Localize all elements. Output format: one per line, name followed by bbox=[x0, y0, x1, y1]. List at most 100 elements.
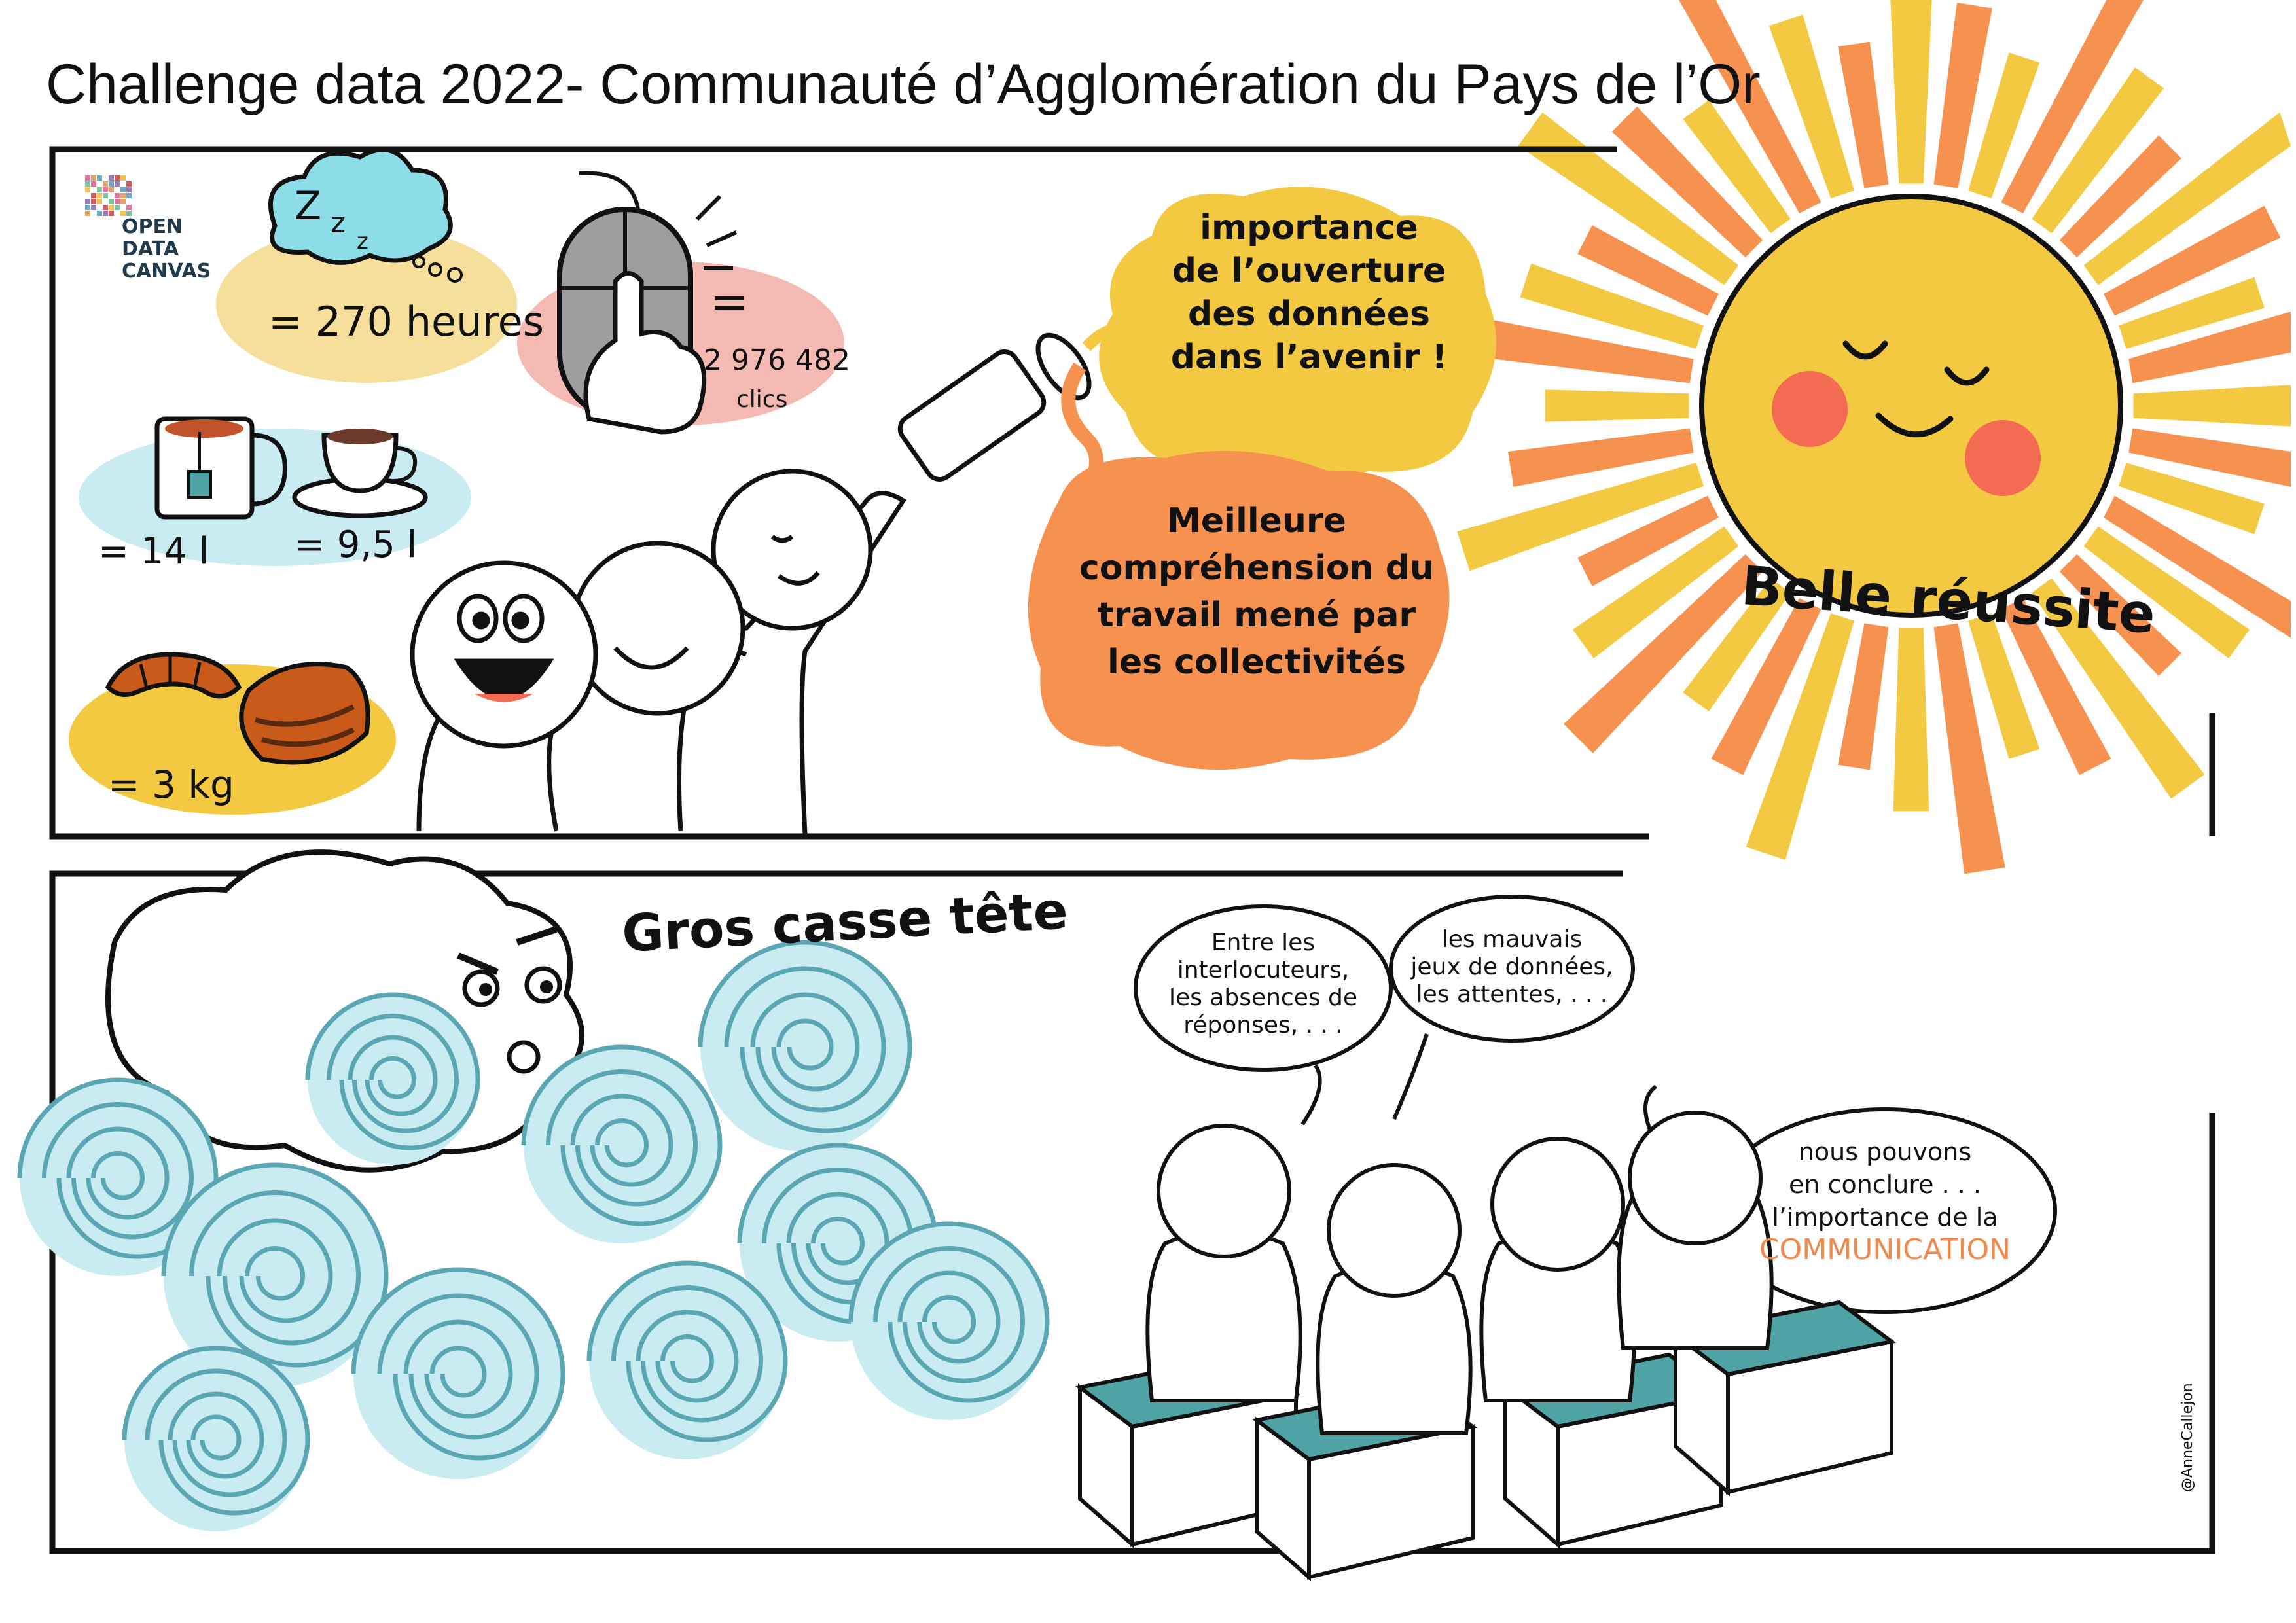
sun-ray bbox=[2059, 135, 2182, 258]
sun-ray bbox=[2001, 0, 2144, 214]
logo-pixel bbox=[91, 193, 96, 198]
logo-pixel bbox=[109, 211, 114, 216]
logo-line-data: DATA bbox=[122, 238, 179, 260]
sun-rays bbox=[1443, 0, 2291, 874]
wind-swirl-line bbox=[873, 1246, 1026, 1383]
sun-ray bbox=[1933, 2, 1992, 188]
bottom-panel-frame bbox=[49, 870, 2215, 1554]
logo-pixel bbox=[97, 211, 102, 216]
speech-left-line-3: les absences de bbox=[1168, 984, 1358, 1011]
logo-pixel bbox=[97, 199, 102, 204]
logo-pixel bbox=[85, 187, 90, 192]
logo-pixel bbox=[109, 199, 114, 204]
logo-pixel bbox=[126, 181, 132, 187]
logo-pixel bbox=[120, 187, 126, 192]
logo-pixel bbox=[85, 175, 90, 181]
seated-head bbox=[1490, 1137, 1625, 1272]
sun-ray bbox=[1768, 14, 1854, 198]
seated-head bbox=[1628, 1111, 1763, 1245]
logo-pixel bbox=[91, 181, 96, 187]
sun-ray bbox=[1683, 578, 1791, 712]
importance-line-4: dans l’avenir ! bbox=[1170, 338, 1448, 377]
seated-head bbox=[1327, 1163, 1462, 1298]
sun-ray bbox=[1890, 0, 1932, 184]
logo-pixel bbox=[126, 205, 132, 210]
logo-pixel bbox=[91, 199, 96, 204]
sun-ray bbox=[1683, 99, 1791, 234]
logo-pixel bbox=[97, 175, 102, 181]
sun-ray bbox=[1968, 52, 2040, 198]
wind-swirl-line bbox=[145, 1368, 287, 1497]
coffee-stat-value: = 9,5 l bbox=[295, 524, 418, 566]
wind-swirl-line bbox=[17, 1077, 219, 1259]
wind-swirl-line bbox=[429, 1346, 487, 1398]
sun-ray bbox=[1933, 623, 2005, 874]
speech-bubble-left bbox=[1134, 904, 1393, 1072]
meilleure-bubble-text: Meilleure compréhension du travail mené … bbox=[1047, 497, 1466, 686]
importance-line-3: des données bbox=[1187, 294, 1431, 334]
wind-swirl-line bbox=[168, 1391, 264, 1479]
wind-swirl-line bbox=[776, 1018, 834, 1071]
wind-swirl-line bbox=[521, 1044, 723, 1226]
pain-au-chocolat-icon bbox=[239, 662, 370, 765]
wind-swirl-line bbox=[190, 1414, 242, 1461]
wind-swirl-line bbox=[348, 1035, 438, 1116]
sun-ray bbox=[1611, 106, 1763, 258]
logo-pixel bbox=[115, 193, 120, 198]
importance-bubble-text: importance de l’ouverture des données da… bbox=[1139, 206, 1479, 379]
sun-ray bbox=[1679, 0, 1821, 214]
sun-ray bbox=[2128, 428, 2291, 487]
sleep-stat-value: = 270 heures bbox=[268, 298, 545, 346]
coffee-cup-icon bbox=[292, 429, 428, 518]
svg-text:Z: Z bbox=[295, 183, 321, 229]
sun-ray bbox=[1968, 613, 2040, 759]
logo-pixel bbox=[85, 211, 90, 216]
page-title: Challenge data 2022- Communauté d’Agglom… bbox=[46, 53, 1761, 116]
speech-middle-line-1: les mauvais bbox=[1441, 926, 1583, 953]
logo-pixel bbox=[85, 199, 90, 204]
artist-signature: @AnneCallejon bbox=[2179, 1383, 2196, 1492]
wind-swirl-line bbox=[570, 1094, 673, 1187]
wind-swirl-line bbox=[217, 1218, 333, 1323]
seated-head bbox=[1157, 1124, 1291, 1258]
stick-figures-group bbox=[410, 469, 906, 835]
wind-swirl-line bbox=[91, 1151, 145, 1200]
importance-bubble-shape bbox=[1099, 187, 1496, 483]
sun-ray bbox=[2083, 112, 2291, 285]
speech-right-highlight: COMMUNICATION bbox=[1759, 1233, 2011, 1266]
wind-swirl-line bbox=[42, 1102, 194, 1240]
wind-swirl-line bbox=[786, 1192, 889, 1285]
sun-ray bbox=[2032, 67, 2164, 234]
wind-swirl-line bbox=[546, 1069, 698, 1207]
logo-pixel bbox=[115, 181, 120, 187]
logo-pixel bbox=[109, 205, 114, 210]
sun-ray bbox=[1443, 312, 1694, 383]
logo-pixel bbox=[126, 193, 132, 198]
logo-pixel bbox=[103, 205, 108, 210]
importance-bubble-tail bbox=[1082, 323, 1170, 351]
speech-middle-text: les mauvais jeux de données, les attente… bbox=[1401, 926, 1623, 1008]
logo-pixel bbox=[91, 205, 96, 210]
logo-pixel bbox=[109, 175, 114, 181]
sun-ray bbox=[1711, 597, 1821, 776]
importance-line-1: importance bbox=[1200, 208, 1418, 247]
pastry-stat-value: = 3 kg bbox=[108, 762, 234, 807]
sun-ray bbox=[2032, 578, 2205, 799]
logo-pixel bbox=[115, 205, 120, 210]
logo-pixel bbox=[103, 187, 108, 192]
logo-line-open: OPEN bbox=[122, 215, 183, 238]
wind-swirl-line bbox=[245, 1246, 306, 1301]
sun-ray bbox=[1507, 428, 1694, 487]
wind-swirl-line bbox=[897, 1270, 1001, 1364]
sun-ray bbox=[2059, 554, 2182, 677]
wind-swirl-line bbox=[750, 992, 860, 1092]
wind-swirl-line bbox=[122, 1346, 310, 1516]
logo-pixel bbox=[103, 211, 108, 216]
sun-ray bbox=[2103, 205, 2281, 316]
speech-right-text: nous pouvons en conclure . . . l’importa… bbox=[1741, 1135, 2029, 1266]
sun-ray bbox=[2103, 495, 2291, 638]
logo-pixel bbox=[109, 181, 114, 187]
sun-ray bbox=[1518, 112, 1739, 285]
